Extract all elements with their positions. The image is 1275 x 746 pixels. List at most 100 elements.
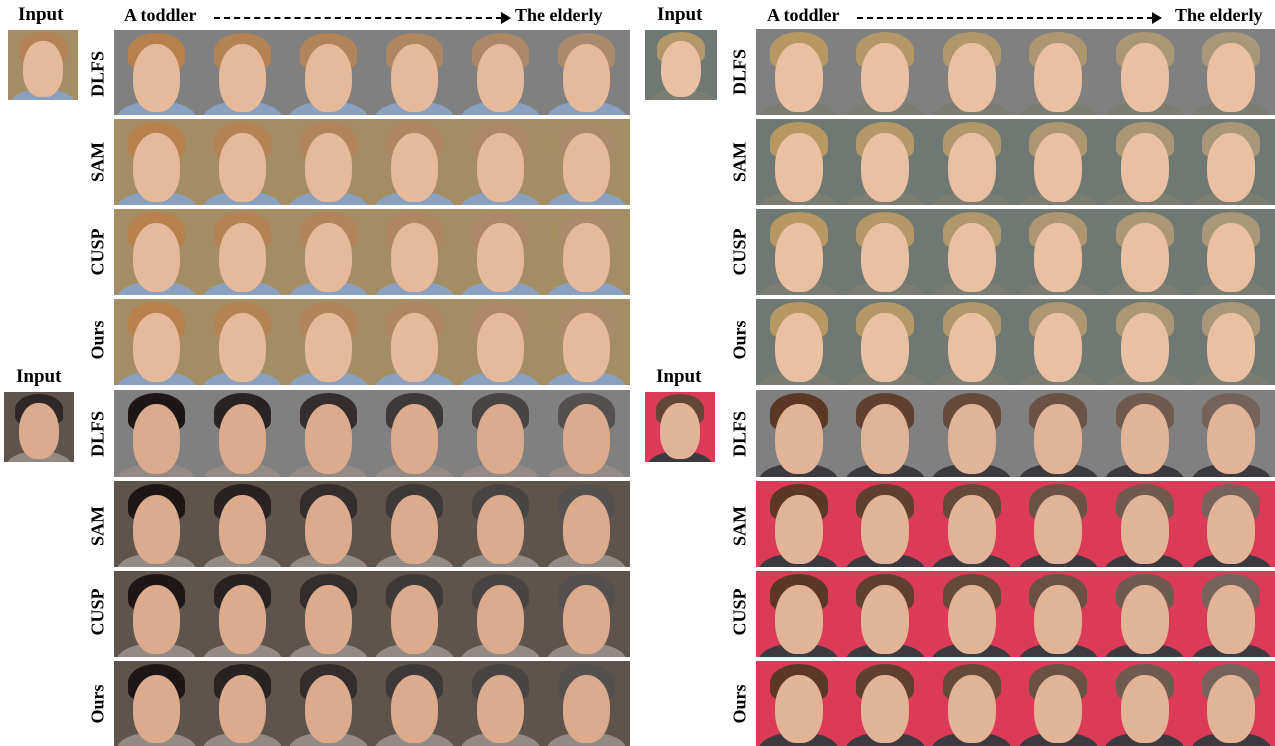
- result-image: [544, 661, 629, 746]
- portrait-face: [562, 132, 611, 202]
- portrait-face: [218, 43, 267, 112]
- result-image: [286, 390, 371, 477]
- portrait-face: [1034, 42, 1083, 112]
- method-label: SAM: [729, 506, 750, 546]
- portrait-face: [218, 584, 267, 654]
- result-image: [1015, 299, 1101, 385]
- portrait-face: [1207, 674, 1256, 743]
- result-image: [114, 481, 199, 567]
- result-image: [842, 119, 928, 205]
- portrait-face: [476, 132, 525, 202]
- result-image: [286, 119, 371, 205]
- result-image: [458, 481, 543, 567]
- portrait-face: [947, 403, 996, 474]
- input-image-blonde-girl: [645, 30, 717, 100]
- portrait-face: [562, 312, 611, 382]
- result-image: [1102, 571, 1188, 657]
- portrait-face: [1207, 494, 1256, 564]
- result-image: [286, 30, 371, 115]
- result-image: [372, 30, 457, 115]
- result-image: [458, 299, 543, 385]
- result-image: [1188, 481, 1274, 567]
- portrait-face: [774, 584, 823, 654]
- result-image: [842, 29, 928, 115]
- result-image: [929, 209, 1015, 295]
- method-label: SAM: [87, 142, 108, 182]
- result-image: [544, 481, 629, 567]
- result-row-dark-hair-girl-cusp: [114, 571, 630, 657]
- result-image: [544, 390, 629, 477]
- portrait-face: [304, 674, 353, 743]
- result-image: [200, 481, 285, 567]
- portrait-face: [1034, 674, 1083, 743]
- result-image: [1015, 661, 1101, 746]
- result-image: [1015, 29, 1101, 115]
- result-row-curly-man-ours: [756, 661, 1275, 746]
- axis-start-label-left: A toddler: [124, 5, 197, 25]
- result-image: [929, 481, 1015, 567]
- result-image: [458, 661, 543, 746]
- result-image: [200, 209, 285, 295]
- portrait-face: [774, 494, 823, 564]
- portrait-face: [562, 403, 611, 474]
- portrait-face: [218, 222, 267, 292]
- portrait-face: [1207, 42, 1256, 112]
- portrait-face: [861, 42, 910, 112]
- result-image: [1188, 29, 1274, 115]
- portrait-face: [132, 494, 181, 564]
- method-label: DLFS: [87, 50, 108, 98]
- portrait-face: [562, 674, 611, 743]
- portrait-face: [1120, 494, 1169, 564]
- portrait-face: [861, 312, 910, 382]
- result-image: [200, 571, 285, 657]
- result-image: [756, 119, 842, 205]
- portrait-face: [774, 132, 823, 202]
- portrait-face: [1034, 494, 1083, 564]
- portrait-face: [861, 584, 910, 654]
- result-image: [1102, 299, 1188, 385]
- portrait-face: [1207, 222, 1256, 292]
- portrait-face: [476, 674, 525, 743]
- method-label: DLFS: [729, 48, 750, 96]
- portrait-face: [132, 43, 181, 112]
- portrait-face: [774, 674, 823, 743]
- result-image: [458, 571, 543, 657]
- portrait-face: [390, 584, 439, 654]
- portrait-face: [390, 674, 439, 743]
- result-row-boy-cusp: [114, 209, 630, 295]
- result-image: [544, 209, 629, 295]
- portrait-face: [1120, 403, 1169, 474]
- age-arrow-right: [857, 12, 1162, 24]
- portrait-face: [1034, 222, 1083, 292]
- portrait-face: [390, 494, 439, 564]
- portrait-face: [1207, 584, 1256, 654]
- portrait-face: [23, 41, 63, 98]
- result-row-boy-sam: [114, 119, 630, 205]
- result-row-curly-man-sam: [756, 481, 1275, 567]
- portrait-face: [1207, 403, 1256, 474]
- result-image: [114, 119, 199, 205]
- portrait-face: [861, 494, 910, 564]
- result-row-curly-man-dlfs: [756, 390, 1275, 477]
- result-image: [1015, 390, 1101, 477]
- result-image: [1188, 661, 1274, 746]
- portrait-face: [947, 222, 996, 292]
- portrait-face: [390, 312, 439, 382]
- input-image-boy: [8, 30, 78, 100]
- portrait-face: [1034, 584, 1083, 654]
- portrait-face: [562, 494, 611, 564]
- result-image: [544, 30, 629, 115]
- result-image: [200, 119, 285, 205]
- result-image: [1102, 119, 1188, 205]
- result-row-blonde-girl-ours: [756, 299, 1275, 385]
- portrait-face: [476, 43, 525, 112]
- portrait-face: [390, 132, 439, 202]
- result-image: [1015, 119, 1101, 205]
- result-image: [458, 390, 543, 477]
- portrait-face: [218, 674, 267, 743]
- input-label-blonde-girl: Input: [657, 4, 703, 25]
- portrait-face: [947, 132, 996, 202]
- portrait-face: [1120, 42, 1169, 112]
- result-image: [842, 209, 928, 295]
- axis-end-label-left: The elderly: [515, 5, 603, 25]
